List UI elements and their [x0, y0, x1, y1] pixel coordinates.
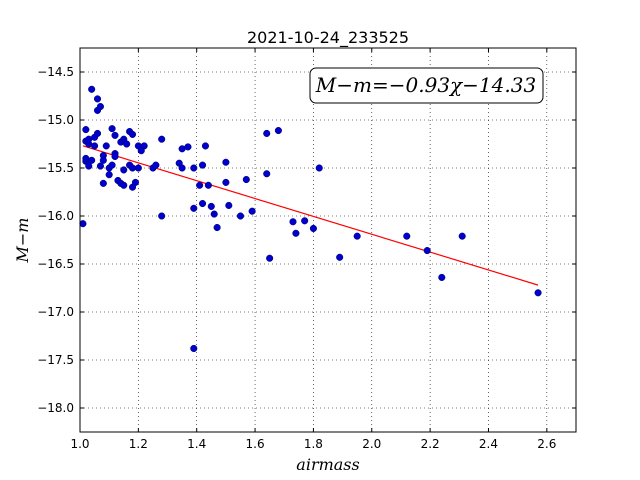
data-point — [96, 103, 104, 111]
data-point — [289, 218, 297, 226]
annotation-box: M−m=−0.93χ−14.33 — [309, 67, 544, 104]
data-point — [120, 181, 128, 189]
data-point — [266, 254, 274, 262]
data-point — [99, 179, 107, 187]
data-point — [85, 162, 93, 170]
data-point — [190, 204, 198, 212]
data-point — [248, 207, 256, 215]
y-tick-label: −15.5 — [37, 161, 74, 175]
data-point — [423, 247, 431, 255]
data-point — [301, 217, 309, 225]
x-tick-label: 1.8 — [304, 437, 323, 451]
data-point — [91, 142, 99, 150]
data-point — [102, 142, 110, 150]
data-point — [213, 223, 221, 232]
data-point — [292, 229, 300, 237]
data-point — [93, 129, 102, 137]
data-point — [438, 273, 446, 281]
data-point — [99, 156, 107, 164]
data-point — [128, 130, 137, 138]
x-tick-label: 2.4 — [479, 437, 498, 451]
x-axis-label: airmass — [296, 455, 359, 474]
data-point — [108, 125, 116, 133]
data-point — [196, 181, 204, 189]
y-tick-label: −15.0 — [37, 113, 74, 127]
data-point — [88, 85, 96, 93]
data-point — [120, 166, 128, 174]
data-point — [222, 178, 230, 186]
data-point — [88, 156, 96, 164]
data-point — [204, 181, 212, 189]
y-tick-label: −18.0 — [37, 401, 74, 415]
data-point — [236, 212, 245, 220]
fit-line-layer — [82, 145, 539, 286]
x-tick-label: 2.6 — [537, 437, 556, 451]
data-point — [105, 171, 113, 179]
data-point — [210, 210, 218, 218]
x-tick-label: 1.4 — [187, 437, 206, 451]
axis-ticks — [79, 48, 576, 432]
data-point — [458, 232, 466, 240]
data-point — [225, 201, 233, 209]
x-tick-label: 1.2 — [129, 437, 148, 451]
data-point — [242, 175, 250, 184]
data-point — [353, 232, 361, 240]
fit-equation: M−m=−0.93χ−14.33 — [315, 73, 536, 97]
data-point — [131, 178, 139, 186]
x-tick-label: 1.6 — [246, 437, 265, 451]
plot-frame — [79, 47, 577, 433]
data-point — [111, 131, 119, 139]
data-points — [79, 85, 542, 353]
data-point — [178, 164, 186, 172]
y-tick-label: −17.5 — [37, 353, 74, 367]
data-point — [82, 126, 90, 134]
annotation-frame — [309, 67, 544, 104]
fit-line — [82, 145, 539, 286]
data-point — [158, 135, 166, 143]
x-tick-label: 1.0 — [70, 437, 89, 451]
data-point — [190, 344, 198, 353]
data-point — [222, 158, 230, 166]
y-tick-label: −14.5 — [37, 65, 74, 79]
y-tick-label: −16.5 — [37, 257, 74, 271]
data-point — [198, 161, 207, 169]
data-point — [111, 152, 119, 161]
data-point — [134, 164, 142, 172]
data-point — [336, 253, 344, 261]
data-point — [96, 162, 104, 170]
x-tick-label: 2.0 — [362, 437, 381, 451]
data-point — [158, 212, 166, 220]
data-point — [108, 161, 116, 169]
data-point — [152, 161, 160, 169]
data-point — [534, 289, 542, 297]
data-point — [309, 224, 317, 233]
data-point — [403, 232, 411, 240]
data-point — [274, 127, 282, 135]
y-axis-label: M−m — [13, 218, 32, 264]
data-point — [263, 170, 271, 178]
data-point — [184, 143, 192, 151]
data-point — [315, 164, 323, 172]
chart-title: 2021-10-24_233525 — [247, 28, 409, 48]
data-point — [190, 164, 198, 172]
data-point — [93, 95, 102, 103]
data-point — [198, 199, 207, 208]
data-point — [207, 202, 215, 210]
data-point — [79, 220, 87, 228]
data-point — [140, 142, 148, 150]
x-tick-label: 2.2 — [421, 437, 440, 451]
x-tick-labels: 1.0 1.2 1.4 1.6 1.8 2.0 2.2 2.4 2.6 — [70, 437, 556, 451]
y-tick-labels: −14.5 −15.0 −15.5 −16.0 −16.5 −17.0 −17.5 −18.0 — [37, 65, 74, 415]
data-point — [201, 142, 210, 150]
y-tick-label: −17.0 — [37, 305, 74, 319]
grid-lines — [80, 48, 576, 432]
y-tick-label: −16.0 — [37, 209, 74, 223]
data-point — [123, 140, 131, 148]
data-point — [263, 129, 271, 137]
